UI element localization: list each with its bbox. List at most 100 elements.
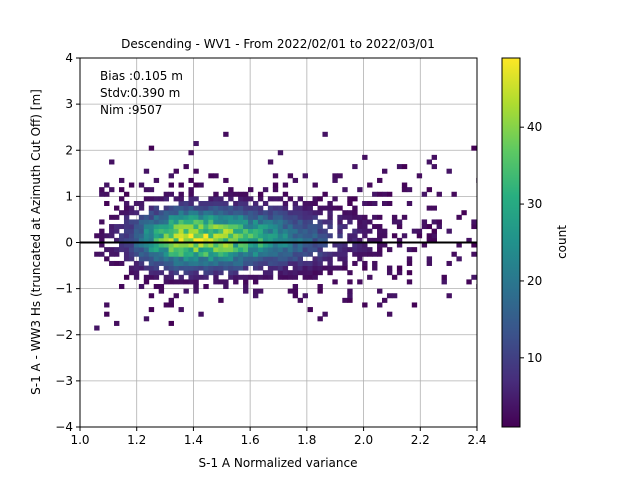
colorbar <box>501 57 521 428</box>
y-tick-label: −4 <box>55 420 73 434</box>
heatmap-cell <box>188 265 194 271</box>
heatmap-cell <box>178 196 184 202</box>
heatmap-cell <box>193 214 199 220</box>
heatmap-cell <box>248 205 254 211</box>
heatmap-cell <box>193 210 199 216</box>
heatmap-cell <box>99 242 105 248</box>
heatmap-cell <box>471 224 477 230</box>
heatmap-cell <box>297 260 304 266</box>
heatmap-cell <box>406 200 413 206</box>
heatmap-cell <box>238 196 244 202</box>
heatmap-cell <box>262 256 269 262</box>
heatmap-cell <box>208 210 214 216</box>
heatmap-cell <box>228 270 234 276</box>
heatmap-cell <box>228 187 234 193</box>
heatmap-cell <box>317 265 323 271</box>
heatmap-cell <box>282 270 289 276</box>
heatmap-cell <box>352 164 358 170</box>
heatmap-cell <box>238 228 244 234</box>
heatmap-cell <box>262 242 269 248</box>
heatmap-cell <box>173 210 179 216</box>
heatmap-cell <box>213 247 219 253</box>
heatmap-cell <box>143 265 150 271</box>
heatmap-cell <box>208 270 214 276</box>
heatmap-cell <box>297 210 304 216</box>
heatmap-cell <box>322 265 328 271</box>
heatmap-cell <box>456 256 462 262</box>
y-tick-label: 0 <box>65 236 73 250</box>
heatmap-cell <box>312 182 318 188</box>
heatmap-cell <box>208 200 214 206</box>
heatmap-cell <box>248 237 254 243</box>
heatmap-cell <box>193 265 199 271</box>
heatmap-cell <box>218 219 224 225</box>
heatmap-cell <box>173 293 179 299</box>
heatmap-cell <box>401 182 408 188</box>
heatmap-cell <box>198 210 204 216</box>
heatmap-cell <box>357 237 363 243</box>
heatmap-cell <box>238 256 244 262</box>
heatmap-cell <box>401 233 408 239</box>
x-tick-label: 1.2 <box>127 433 146 447</box>
heatmap-cell <box>163 242 170 248</box>
heatmap-cell <box>307 200 313 206</box>
heatmap-cell <box>123 219 130 225</box>
heatmap-cell <box>377 288 383 294</box>
heatmap-cell <box>267 270 274 276</box>
heatmap-cell <box>292 237 299 243</box>
heatmap-cell <box>178 219 184 225</box>
heatmap-cell <box>218 270 224 276</box>
heatmap-cell <box>223 191 229 197</box>
heatmap-cell <box>243 205 249 211</box>
count-annotation: Nim :9507 <box>100 103 162 117</box>
heatmap-cell <box>138 228 145 234</box>
heatmap-cell <box>362 302 368 308</box>
heatmap-cell <box>332 279 338 285</box>
heatmap-cell <box>282 205 289 211</box>
heatmap-cell <box>138 284 145 290</box>
heatmap-cell <box>337 265 343 271</box>
heatmap-cell <box>138 237 145 243</box>
heatmap-cell <box>109 260 115 266</box>
heatmap-cell <box>118 187 125 193</box>
heatmap-cell <box>367 247 373 253</box>
heatmap-cell <box>198 265 204 271</box>
heatmap-cell <box>386 293 393 299</box>
heatmap-cell <box>178 251 184 257</box>
heatmap-cell <box>312 214 318 220</box>
heatmap-cell <box>243 214 249 220</box>
heatmap-cell <box>446 168 452 174</box>
heatmap-cell <box>238 265 244 271</box>
heatmap-cell <box>347 237 353 243</box>
heatmap-cell <box>153 224 160 230</box>
heatmap-cell <box>188 224 194 230</box>
heatmap-cell <box>173 228 179 234</box>
heatmap-cell <box>297 242 304 248</box>
heatmap-cell <box>208 219 214 225</box>
heatmap-cell <box>228 233 234 239</box>
heatmap-cell <box>198 182 204 188</box>
heatmap-cell <box>277 224 284 230</box>
y-tick-label: −1 <box>55 282 73 296</box>
heatmap-cell <box>233 279 239 285</box>
heatmap-cell <box>292 242 299 248</box>
heatmap-cell <box>272 182 279 188</box>
heatmap-cell <box>416 233 423 239</box>
heatmap-cell <box>218 200 224 206</box>
heatmap-cell <box>133 210 140 216</box>
heatmap-cell <box>183 224 189 230</box>
heatmap-cell <box>357 224 363 230</box>
heatmap-cell <box>168 279 174 285</box>
heatmap-cell <box>287 251 294 257</box>
heatmap-cell <box>223 265 229 271</box>
heatmap-cell <box>133 251 140 257</box>
heatmap-cell <box>277 265 284 271</box>
heatmap-cell <box>168 210 174 216</box>
heatmap-cell <box>153 214 160 220</box>
heatmap-cell <box>148 237 155 243</box>
heatmap-cell <box>208 265 214 271</box>
heatmap-cell <box>208 256 214 262</box>
heatmap-cell <box>292 205 299 211</box>
heatmap-cell <box>243 228 249 234</box>
heatmap-cell <box>213 219 219 225</box>
